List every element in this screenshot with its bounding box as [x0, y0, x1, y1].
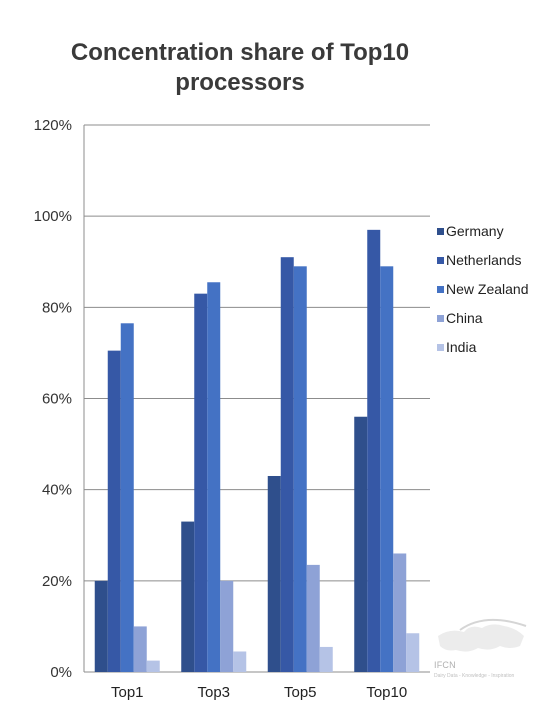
legend-swatch	[437, 257, 444, 264]
bar	[120, 323, 134, 672]
bar	[306, 564, 320, 672]
bar	[380, 266, 394, 672]
legend-label: New Zealand	[446, 281, 529, 297]
chart-title: Concentration share of Top10 processors	[70, 39, 410, 96]
bar	[280, 257, 294, 672]
legend-swatch	[437, 286, 444, 293]
bar	[181, 521, 195, 672]
y-tick-label: 40%	[42, 482, 72, 499]
bar	[133, 626, 147, 672]
bar	[94, 580, 108, 672]
y-tick-label: 60%	[42, 391, 72, 408]
y-tick-label: 20%	[42, 573, 72, 590]
x-category-label: Top1	[111, 684, 144, 701]
legend-swatch	[437, 344, 444, 351]
bar	[293, 266, 307, 672]
bar	[267, 475, 281, 672]
y-tick-label: 0%	[50, 664, 72, 681]
bar	[319, 646, 333, 672]
legend-label: China	[446, 310, 483, 326]
watermark-logo-text: IFCN	[434, 660, 456, 670]
y-tick-label: 120%	[34, 117, 72, 134]
legend-label: Germany	[446, 223, 504, 239]
bar	[393, 553, 407, 672]
bar	[406, 633, 420, 672]
x-category-label: Top3	[197, 684, 230, 701]
x-category-label: Top10	[366, 684, 407, 701]
bar	[233, 651, 247, 672]
bar	[367, 229, 381, 672]
bar	[194, 293, 208, 672]
bar	[354, 416, 368, 672]
bar	[146, 660, 160, 672]
legend-label: Netherlands	[446, 252, 522, 268]
world-map-watermark-icon	[438, 618, 527, 652]
x-category-label: Top5	[284, 684, 317, 701]
legend-swatch	[437, 315, 444, 322]
y-tick-label: 80%	[42, 299, 72, 316]
bar	[207, 282, 221, 672]
watermark-tagline: Dairy Data - Knowledge - Inspiration	[434, 673, 515, 679]
y-tick-label: 100%	[34, 208, 72, 225]
legend-swatch	[437, 228, 444, 235]
bar	[107, 350, 121, 672]
bar	[220, 580, 234, 672]
legend-label: India	[446, 339, 477, 355]
